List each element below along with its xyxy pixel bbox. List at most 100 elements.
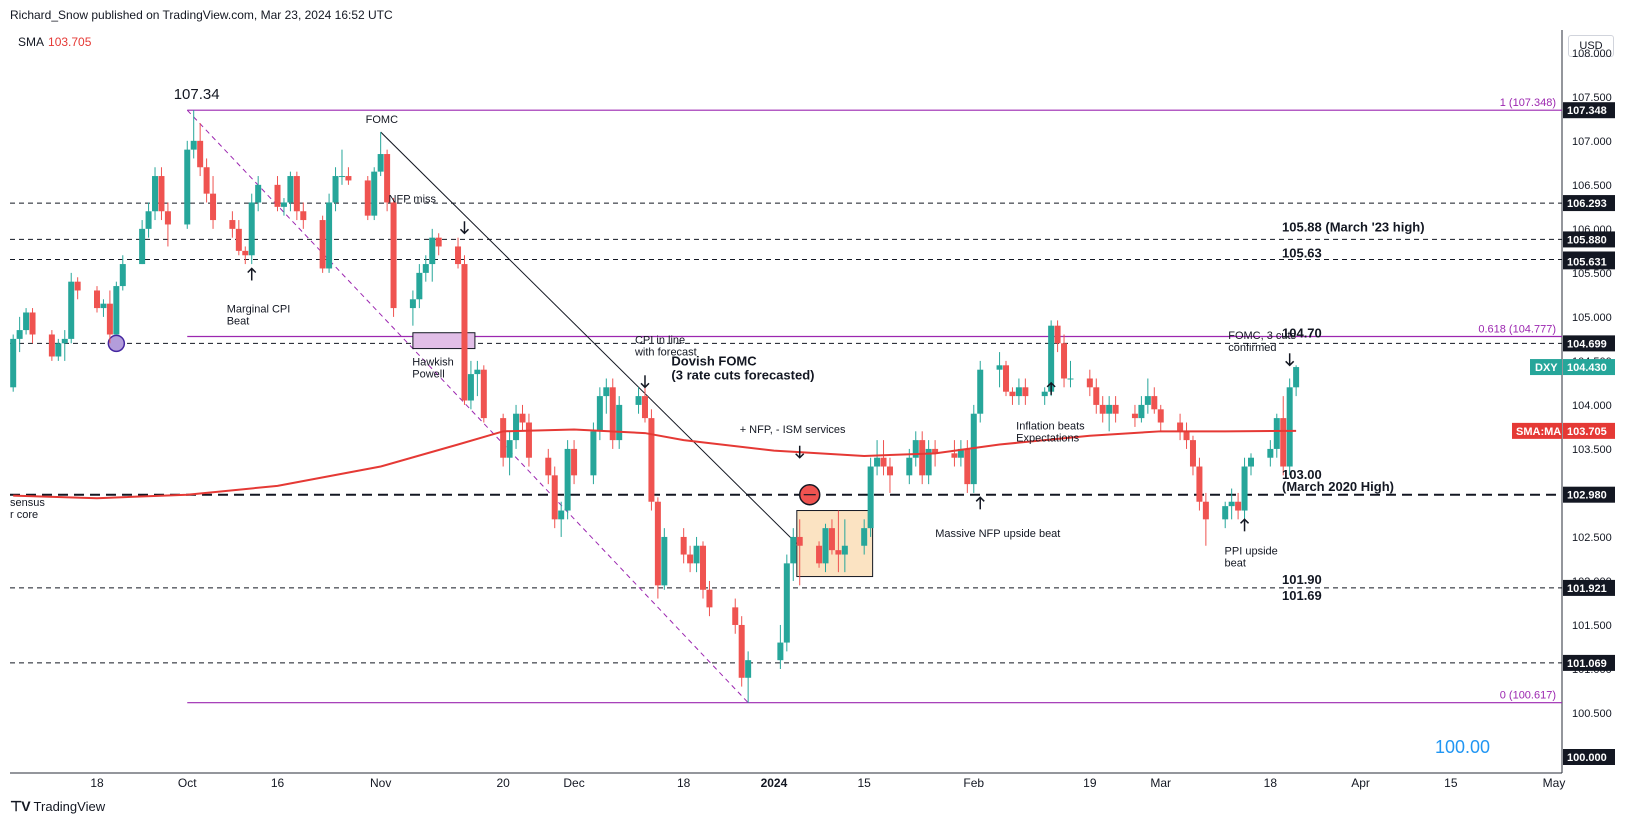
price-tag xyxy=(1563,486,1615,503)
candle-body xyxy=(68,281,75,339)
annotation-arrow-head xyxy=(795,453,805,459)
annotation-hawkish-powell: Powell xyxy=(412,368,444,380)
fib-trend-line xyxy=(186,109,749,704)
annotation-inflation-beats: Expectations xyxy=(1016,433,1079,445)
candle-body xyxy=(603,387,610,397)
candle-body xyxy=(964,448,971,485)
candle-body xyxy=(1222,506,1229,520)
last-price-label: 104.430 xyxy=(1567,362,1607,374)
sma-line xyxy=(13,428,1297,500)
candle-body xyxy=(145,211,152,229)
x-tick-label: 18 xyxy=(1264,776,1278,790)
candle-body xyxy=(106,303,113,335)
candle-body xyxy=(1144,396,1151,405)
fib-level-label: 0 (100.617) xyxy=(1500,690,1556,702)
candle-body xyxy=(1093,387,1100,405)
candle-body xyxy=(55,343,62,357)
candle-body xyxy=(377,154,384,172)
candle-body xyxy=(919,440,926,476)
annotation-fomc-nov: FOMC xyxy=(366,114,398,126)
annotation-arrow-head xyxy=(1046,381,1056,388)
candle-body xyxy=(912,440,919,458)
candle-body xyxy=(338,176,345,178)
candle-body xyxy=(513,413,520,441)
candle-body xyxy=(571,448,578,476)
hawkish-powell-box xyxy=(412,332,476,350)
candle-body xyxy=(164,211,171,225)
candle-body xyxy=(429,237,436,265)
candle-body xyxy=(29,312,36,335)
candle-body xyxy=(596,396,603,432)
candle-body xyxy=(74,281,81,291)
candle-body xyxy=(119,264,126,287)
annotation-arrow-head xyxy=(459,228,470,235)
candle-body xyxy=(1235,501,1242,511)
candle-body xyxy=(1003,365,1010,392)
level-label: (March 2020 High) xyxy=(1282,479,1394,494)
candle-body xyxy=(474,369,481,375)
symbol-tag xyxy=(1530,359,1562,376)
candle-body xyxy=(783,563,790,643)
annotation-hawkish-powell: Hawkish xyxy=(412,356,454,368)
attribution: Richard_Snow published on TradingView.co… xyxy=(10,8,393,22)
annotation-ppi-upside: beat xyxy=(1225,558,1246,570)
sma-legend-name: SMA xyxy=(18,35,45,49)
price-tag xyxy=(1563,253,1615,270)
candle-body xyxy=(210,193,217,221)
annotation-marginal-cpi: Beat xyxy=(227,315,250,327)
candle-body xyxy=(745,660,752,678)
candle-body xyxy=(23,312,30,331)
x-tick-label: 18 xyxy=(90,776,104,790)
candle-body xyxy=(796,536,803,546)
level-label: 101.90 xyxy=(1282,572,1322,587)
price-tag-label: 102.980 xyxy=(1567,490,1607,502)
x-tick-label: Feb xyxy=(963,776,984,790)
candle-body xyxy=(925,448,932,476)
level-label: 105.63 xyxy=(1282,245,1322,260)
candle-body xyxy=(61,338,68,344)
candle-body xyxy=(416,272,423,300)
y-tick-label: 107.000 xyxy=(1572,136,1612,148)
candle-body xyxy=(1112,404,1119,414)
candle-body xyxy=(455,246,462,265)
candle-body xyxy=(706,589,713,608)
candle-body xyxy=(519,413,526,423)
candle-body xyxy=(255,184,262,203)
level-label: 104.70 xyxy=(1282,325,1322,340)
annotation-arrow-head xyxy=(1285,360,1295,367)
candle-body xyxy=(390,202,397,309)
candle-body xyxy=(190,140,197,150)
candle-body xyxy=(700,545,707,590)
tradingview-brand[interactable]: ⊤V TradingView xyxy=(10,798,105,815)
price-tag-label: 101.069 xyxy=(1567,658,1607,670)
fib-level-label: 0.618 (104.777) xyxy=(1478,324,1556,336)
candle-body xyxy=(1196,466,1203,502)
sma-legend[interactable]: SMA 103.705 xyxy=(18,35,91,49)
price-tag xyxy=(1563,231,1615,248)
candle-body xyxy=(364,180,371,216)
candle-body xyxy=(551,475,558,520)
annotation-nfp-ism: + NFP, - ISM services xyxy=(740,424,846,436)
candle-body xyxy=(661,536,668,586)
candle-body xyxy=(861,528,868,546)
candle-body xyxy=(1151,396,1158,410)
candle-body xyxy=(828,528,835,551)
candle-body xyxy=(184,149,191,225)
candle-body xyxy=(1177,422,1184,432)
candle-body xyxy=(957,448,964,458)
candle-body xyxy=(1189,440,1196,467)
candle-body xyxy=(10,338,17,388)
annotation-arrow-head xyxy=(1240,518,1250,524)
candle-body xyxy=(874,457,881,467)
candle-body xyxy=(435,237,442,247)
candle-body xyxy=(332,176,339,203)
candle-body xyxy=(1267,448,1274,458)
candle-body xyxy=(1009,391,1016,397)
candle-body xyxy=(835,550,842,555)
y-tick-label: 100.500 xyxy=(1572,708,1612,720)
candle-body xyxy=(422,264,429,273)
candle-body xyxy=(319,220,326,269)
candle-body xyxy=(203,167,210,194)
currency-button[interactable]: USD xyxy=(1568,35,1614,57)
